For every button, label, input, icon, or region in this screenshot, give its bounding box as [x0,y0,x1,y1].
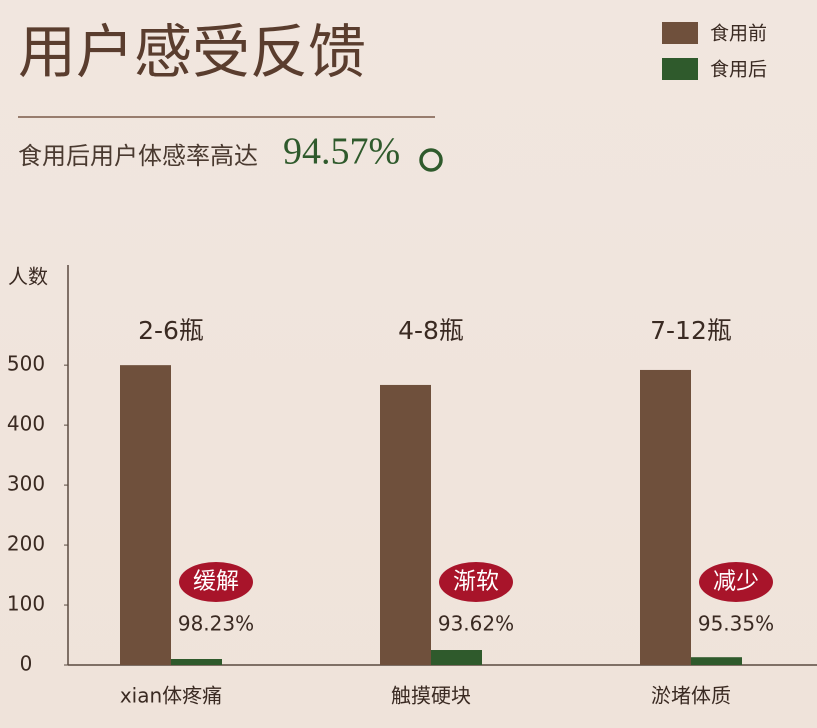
y-tick-label: 300 [7,472,45,496]
legend-label: 食用后 [710,59,767,81]
x-tick-label: xian体疼痛 [120,684,222,708]
dot-mark [419,148,443,172]
group-label: 4-8瓶 [398,316,464,345]
legend-swatch [662,22,698,44]
x-tick-label: 触摸硬块 [391,684,471,708]
y-tick-label: 0 [20,652,33,676]
badge-label: 减少 [713,569,759,595]
subtitle: 食用后用户体感率高达 [18,142,258,170]
group-label: 7-12瓶 [650,316,732,345]
badge-bg [179,562,253,602]
y-tick-label: 100 [7,592,45,616]
rate-label: 95.35% [698,612,774,636]
legend-label: 食用前 [710,23,767,45]
badge-label: 渐软 [453,569,499,595]
y-tick-label: 400 [7,412,45,436]
badge-bg [439,562,513,602]
legend-swatch [662,58,698,80]
bar [640,369,691,665]
badge-bg [699,562,773,602]
highlight: 94.57% [283,131,400,173]
bar [171,659,222,665]
y-tick-label: 200 [7,532,45,556]
group-label: 2-6瓶 [138,316,204,345]
y-axis-label: 人数 [8,265,48,289]
rate-label: 98.23% [178,612,254,636]
rate-label: 93.62% [438,612,514,636]
x-tick-label: 淤堵体质 [651,684,731,708]
bar [380,384,431,665]
badge-label: 缓解 [193,569,239,595]
bar [431,650,482,665]
bar [120,365,171,665]
y-tick-label: 500 [7,352,45,376]
chart-title: 用户感受反馈 [18,18,366,86]
bar [691,657,742,665]
